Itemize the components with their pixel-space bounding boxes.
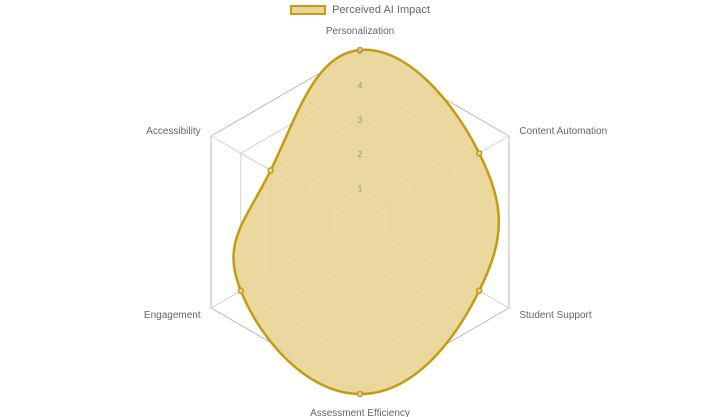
data-point-content-automation[interactable] — [475, 149, 483, 157]
legend[interactable]: Perceived AI Impact — [0, 4, 720, 16]
tick-label: 3 — [357, 115, 362, 125]
series-area — [232, 48, 500, 396]
category-label: Assessment Efficiency — [310, 408, 410, 417]
tick-label: 1 — [357, 184, 362, 194]
category-label: Accessibility — [146, 126, 200, 137]
category-label: Content Automation — [519, 126, 607, 137]
data-point-assessment-efficiency[interactable] — [356, 390, 364, 398]
tick-label: 5 — [357, 46, 362, 56]
legend-label: Perceived AI Impact — [332, 4, 430, 16]
legend-swatch — [290, 5, 327, 15]
radar-labels: 1 2 3 4 5 Personalization Content Automation St… — [144, 26, 607, 417]
data-point-student-support[interactable] — [475, 287, 483, 295]
data-point-accessibility[interactable] — [267, 167, 274, 174]
data-point-engagement[interactable] — [237, 287, 245, 295]
tick-label: 2 — [357, 149, 362, 159]
radar-series — [232, 46, 500, 398]
data-point-personalization[interactable] — [356, 46, 364, 54]
category-label: Engagement — [144, 310, 201, 321]
category-label: Personalization — [326, 26, 394, 37]
category-label: Student Support — [519, 310, 591, 321]
tick-label: 4 — [357, 80, 362, 90]
